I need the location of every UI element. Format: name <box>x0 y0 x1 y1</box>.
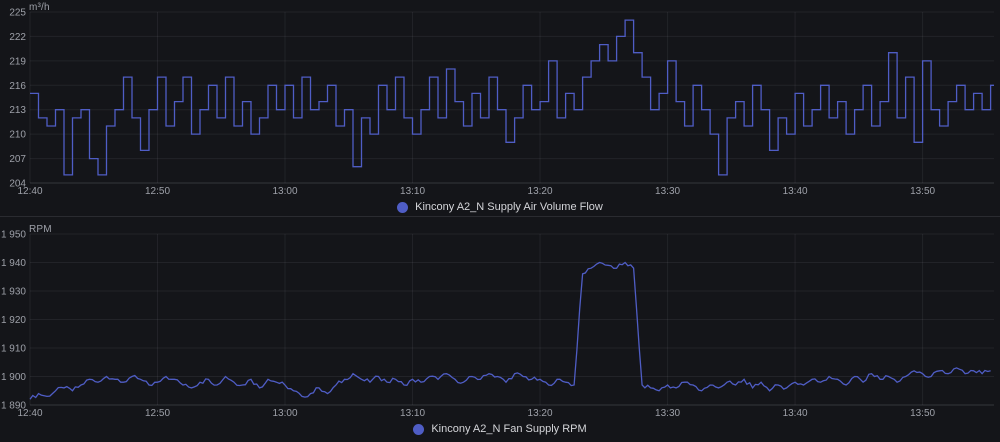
y-tick-label: 225 <box>9 8 26 19</box>
x-tick-label: 13:10 <box>400 186 425 197</box>
rpm-legend: Kincony A2_N Fan Supply RPM <box>0 420 1000 438</box>
x-tick-label: 13:40 <box>783 408 808 419</box>
y-tick-label: 1 930 <box>1 287 26 298</box>
x-tick-label: 13:00 <box>273 186 298 197</box>
rpm-plot-canvas[interactable]: 1 890 1 900 1 910 1 920 1 930 1 940 1 950 12:40… <box>0 222 1000 419</box>
flow-y-axis-unit-label: m³/h <box>29 2 50 13</box>
rpm-legend-color-dot <box>413 423 425 435</box>
legend-item-rpm[interactable]: Kincony A2_N Fan Supply RPM <box>413 423 587 435</box>
y-tick-label: 1 920 <box>1 315 26 326</box>
y-tick-label: 204 <box>9 179 26 190</box>
flow-series-line[interactable] <box>30 19 994 176</box>
flow-legend-label: Kincony A2_N Supply Air Volume Flow <box>415 201 603 213</box>
flow-legend-color-dot <box>397 201 409 213</box>
x-tick-label: 13:50 <box>910 408 935 419</box>
x-tick-label: 13:30 <box>655 408 680 419</box>
y-tick-label: 222 <box>9 32 26 43</box>
x-tick-label: 12:50 <box>145 408 170 419</box>
x-tick-label: 13:10 <box>400 408 425 419</box>
x-tick-label: 13:50 <box>910 186 935 197</box>
y-tick-label: 210 <box>9 130 26 141</box>
y-tick-label: 213 <box>9 105 26 116</box>
x-tick-label: 13:30 <box>655 186 680 197</box>
y-tick-label: 1 900 <box>1 372 26 383</box>
y-tick-label: 216 <box>9 81 26 92</box>
x-tick-label: 13:00 <box>273 408 298 419</box>
y-tick-label: 219 <box>9 56 26 67</box>
x-tick-label: 13:20 <box>528 186 553 197</box>
y-tick-label: 1 940 <box>1 258 26 269</box>
x-tick-label: 12:50 <box>145 186 170 197</box>
panel-supply-air-volume-flow: m³/h 204 207 210 213 216 219 222 225 12:40 12:50 1… <box>0 0 1000 217</box>
x-tick-label: 13:40 <box>783 186 808 197</box>
rpm-legend-label: Kincony A2_N Fan Supply RPM <box>431 423 587 435</box>
y-tick-label: 1 910 <box>1 344 26 355</box>
y-tick-label: 207 <box>9 154 26 165</box>
x-tick-label: 12:40 <box>17 408 42 419</box>
x-tick-label: 13:20 <box>528 408 553 419</box>
rpm-series-line[interactable] <box>29 261 991 400</box>
rpm-y-axis-unit-label: RPM <box>29 224 52 235</box>
x-tick-label: 12:40 <box>17 186 42 197</box>
legend-item-flow[interactable]: Kincony A2_N Supply Air Volume Flow <box>397 201 603 213</box>
flow-plot-canvas[interactable]: 204 207 210 213 216 219 222 225 12:40 12:50 13:00 1… <box>0 0 1000 197</box>
y-tick-label: 1 950 <box>1 230 26 241</box>
flow-legend: Kincony A2_N Supply Air Volume Flow <box>0 198 1000 216</box>
panel-fan-supply-rpm: RPM 1 890 1 900 1 910 1 920 1 930 1 940 1 950 1… <box>0 217 1000 441</box>
y-tick-label: 1 890 <box>1 401 26 412</box>
